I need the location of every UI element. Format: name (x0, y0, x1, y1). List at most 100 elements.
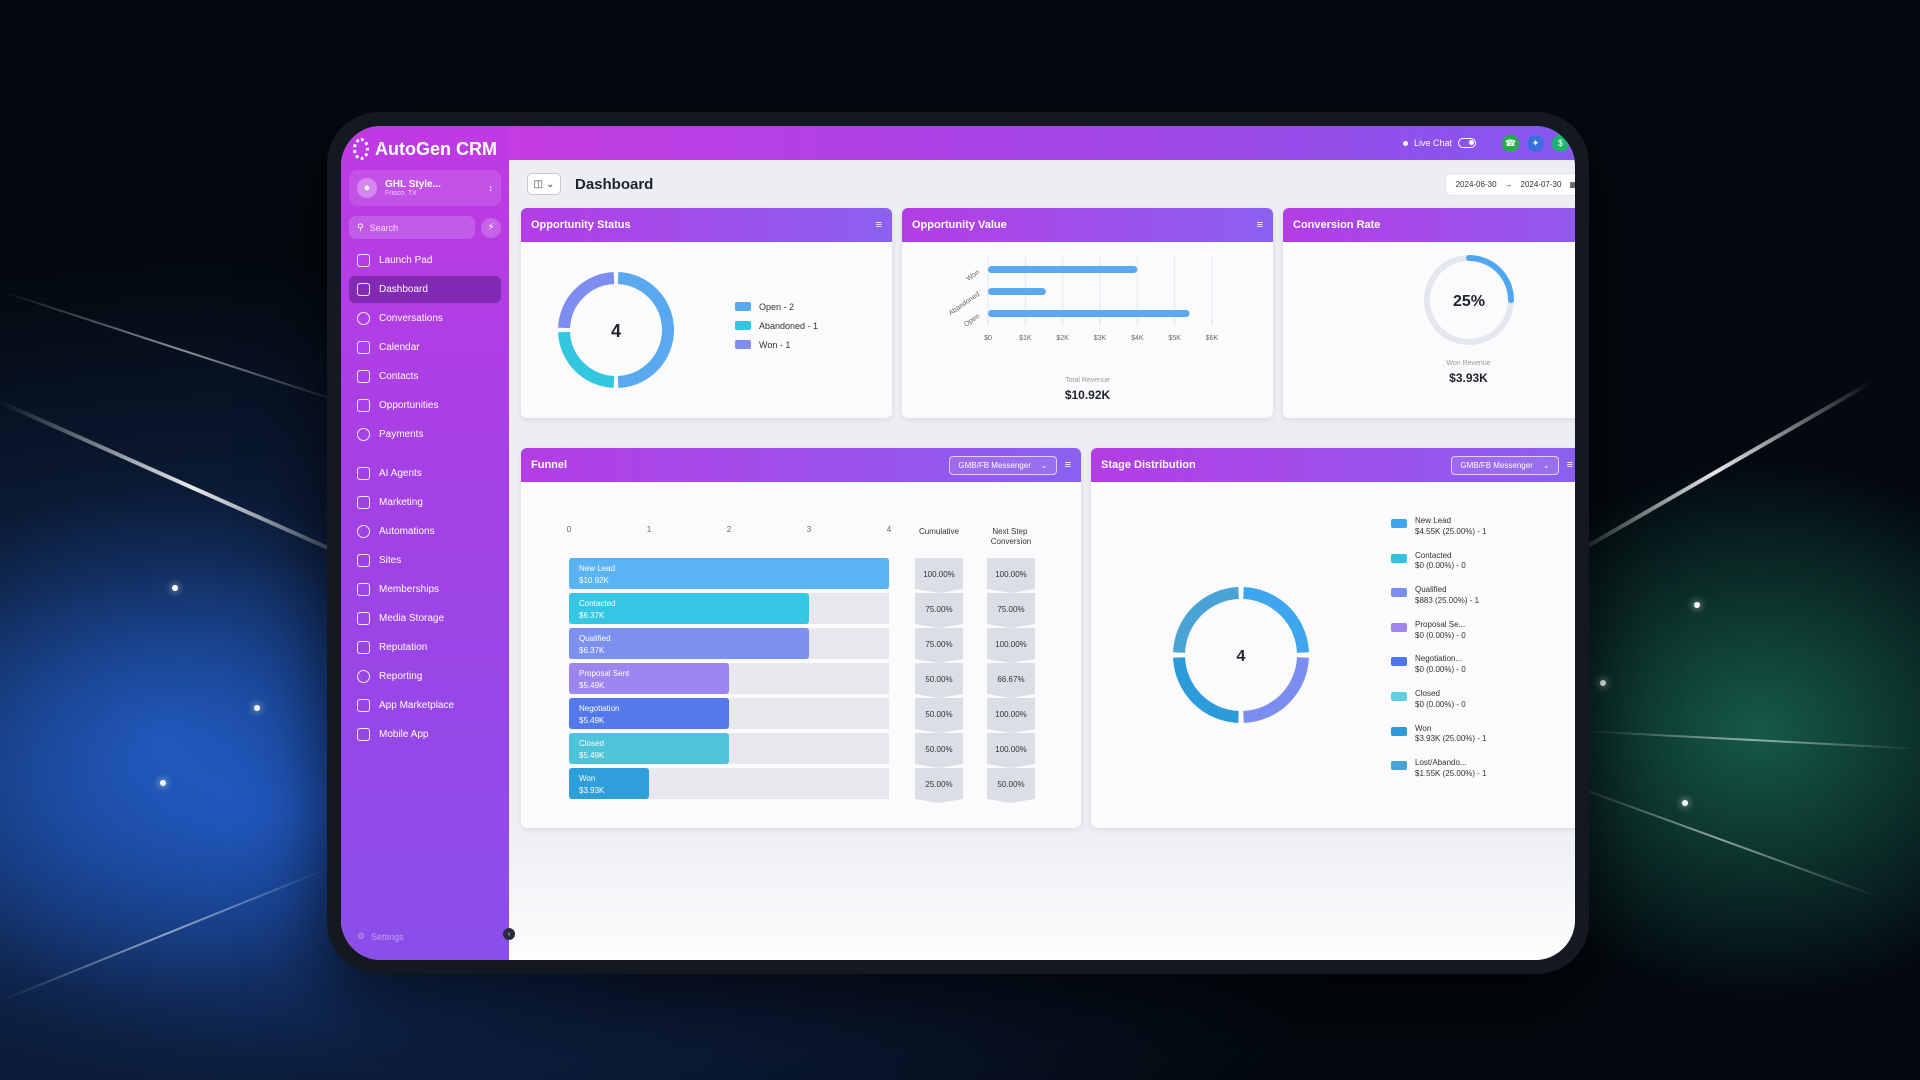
sidebar-item-reporting[interactable]: Reporting (349, 663, 501, 690)
conversion-rate-card: Conversion Rate ≡ 25% Won Revenue $3.93K (1283, 208, 1575, 418)
sidebar-item-app-marketplace[interactable]: App Marketplace (349, 692, 501, 719)
sites-icon (357, 554, 370, 567)
gauge-fill (1465, 255, 1514, 303)
sidebar-item-dashboard[interactable]: Dashboard (349, 276, 501, 303)
x-tick-label: 3 (807, 525, 812, 534)
legend-label: Lost/Abando... (1415, 758, 1467, 768)
sidebar-item-contacts[interactable]: Contacts (349, 363, 501, 390)
logo-icon (353, 138, 370, 160)
sidebar-item-settings[interactable]: ⚙ Settings (349, 923, 501, 950)
account-switcher[interactable]: ● GHL Style... Frisco, TX ↕ (349, 170, 501, 206)
layout-switcher-button[interactable]: ◫ ⌄ (527, 173, 561, 195)
location-pin-icon: ● (357, 178, 377, 198)
footer-value: $3.93K (1449, 371, 1488, 385)
sidebar-item-ai-agents[interactable]: AI Agents (349, 460, 501, 487)
sidebar-item-automations[interactable]: Automations (349, 518, 501, 545)
next-step-chevron (987, 768, 1035, 803)
legend-detail: $0 (0.00%) - 0 (1415, 561, 1466, 571)
sidebar-item-marketing[interactable]: Marketing (349, 489, 501, 516)
opportunity-status-donut: 4 (558, 272, 674, 388)
legend-label: Won - 1 (759, 339, 791, 350)
date-range-picker[interactable]: 2024-06-30 → 2024-07-30 ▦ (1444, 172, 1575, 196)
x-tick-label: 4 (887, 525, 892, 534)
sidebar-item-memberships[interactable]: Memberships (349, 576, 501, 603)
funnel-stage-name: Negotiation (579, 704, 619, 713)
sidebar-item-reputation[interactable]: Reputation (349, 634, 501, 661)
brand[interactable]: AutoGen CRM (349, 136, 501, 170)
phone-icon[interactable]: ☎ (1502, 134, 1519, 152)
sidebar-item-label: Contacts (379, 371, 419, 382)
source-dropdown[interactable]: GMB/FB Messenger ⌄ (949, 455, 1057, 475)
funnel-stage-value: $6.37K (579, 611, 605, 620)
legend-label: Proposal Se... (1415, 619, 1466, 629)
chevron-down-icon: ⌄ (546, 178, 555, 190)
sidebar-item-label: Launch Pad (379, 255, 433, 266)
toggle-switch[interactable] (1458, 138, 1476, 148)
lightning-icon[interactable]: ⚡ (481, 217, 501, 238)
filter-icon[interactable]: ≡ (1256, 219, 1263, 231)
column-header-next-line2: Conversion (991, 537, 1031, 546)
funnel-stage-name: Won (579, 774, 595, 783)
funnel-stage-name: Closed (579, 739, 604, 748)
filter-icon[interactable]: ≡ (875, 219, 882, 231)
legend-label: Abandoned - 1 (759, 320, 819, 331)
sidebar-item-media-storage[interactable]: Media Storage (349, 605, 501, 632)
funnel-stage-value: $5.49K (579, 716, 605, 725)
dropdown-value: GMB/FB Messenger (1460, 460, 1533, 470)
sidebar-item-label: Sites (379, 555, 402, 566)
sidebar-item-label: AI Agents (379, 468, 422, 479)
page-title: Dashboard (575, 175, 654, 193)
sidebar-item-mobile-app[interactable]: Mobile App (349, 721, 501, 748)
legend-swatch (1391, 657, 1407, 667)
layout-icon: ◫ (533, 178, 544, 190)
legend-swatch (735, 340, 751, 349)
footer-label: Total Revenue (1065, 377, 1110, 384)
account-name: GHL Style... (385, 178, 441, 190)
sidebar-item-label: App Marketplace (379, 700, 455, 711)
legend-label: Open - 2 (759, 301, 795, 312)
sidebar-item-calendar[interactable]: Calendar (349, 334, 501, 361)
sidebar-item-payments[interactable]: Payments (349, 421, 501, 448)
search-box: ⚲ (349, 216, 475, 239)
x-tick-label: $0 (984, 335, 992, 342)
sidebar-item-label: Reputation (379, 642, 428, 653)
filter-icon[interactable]: ≡ (1064, 459, 1071, 471)
date-end: 2024-07-30 (1520, 179, 1562, 189)
main-area: Live Chat ☎ ✦ $ ● ? ◉ ◫ ⌄ Dashboard 2024… (509, 126, 1575, 960)
legend-swatch (1391, 588, 1407, 598)
cumulative-chevron (915, 663, 963, 698)
rocket-icon (357, 254, 370, 267)
phone-icon (357, 728, 370, 741)
donut-center-value: 4 (611, 321, 621, 341)
search-input[interactable] (369, 222, 450, 233)
cumulative-chevron (915, 768, 963, 803)
cumulative-value: 50.00% (925, 675, 952, 684)
sidebar-item-sites[interactable]: Sites (349, 547, 501, 574)
filter-icon[interactable]: ≡ (1566, 459, 1573, 471)
funnel-bar (569, 733, 729, 764)
funnel-stage-value: $5.49K (579, 751, 605, 760)
sparkle (172, 585, 178, 591)
sidebar-item-launch-pad[interactable]: Launch Pad (349, 247, 501, 274)
brand-name: AutoGen CRM (375, 138, 497, 159)
live-chat-toggle[interactable]: Live Chat (1402, 138, 1476, 148)
source-dropdown[interactable]: GMB/FB Messenger ⌄ (1451, 455, 1559, 475)
x-tick-label: $5K (1168, 335, 1181, 342)
funnel-chart: Cumulative Next Step Conversion 0 1 2 3 4 New… (567, 525, 1035, 803)
screen: AutoGen CRM ● GHL Style... Frisco, TX ↕ … (341, 126, 1575, 960)
sidebar-item-label: Reporting (379, 671, 423, 682)
light-ray (0, 290, 362, 410)
collapse-sidebar-button[interactable]: ‹ (503, 928, 515, 940)
cumulative-value: 50.00% (925, 710, 952, 719)
sparkle (1600, 680, 1606, 686)
stage-distribution-donut: 4 (1173, 587, 1309, 723)
sidebar-item-opportunities[interactable]: Opportunities (349, 392, 501, 419)
legend-swatch (1391, 691, 1407, 701)
sidebar-item-conversations[interactable]: Conversations (349, 305, 501, 332)
next-step-value: 75.00% (997, 605, 1024, 614)
dollar-icon[interactable]: $ (1552, 134, 1569, 152)
legend-detail: $4.55K (25.00%) - 1 (1415, 526, 1487, 536)
stage-distribution-slice (1243, 587, 1309, 653)
x-tick-label: 2 (727, 525, 732, 534)
megaphone-icon[interactable]: ✦ (1527, 134, 1544, 152)
